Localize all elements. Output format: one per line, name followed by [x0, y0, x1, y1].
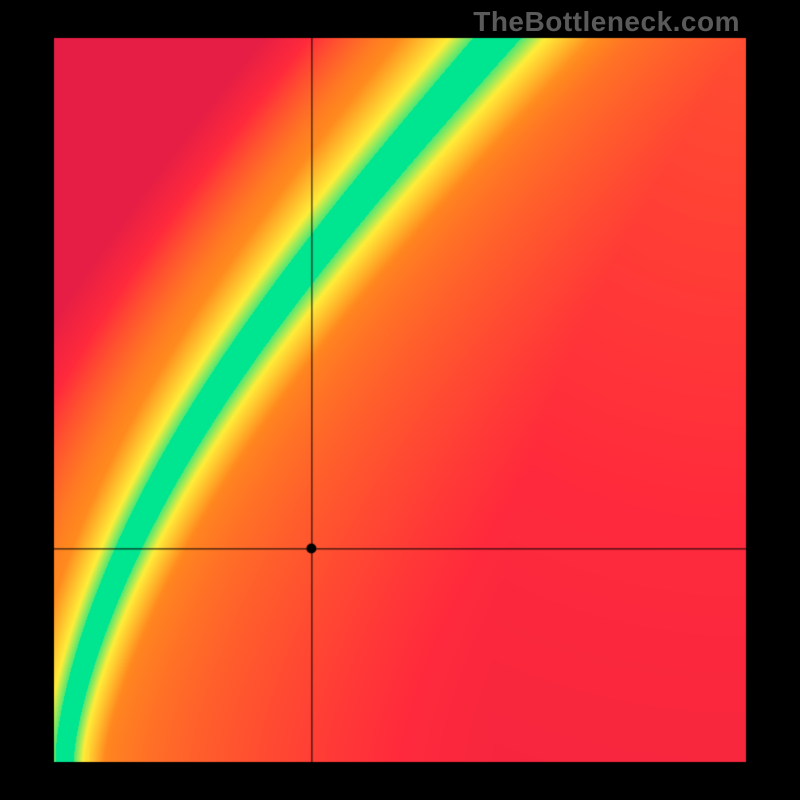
chart-container: TheBottleneck.com [0, 0, 800, 800]
watermark-text: TheBottleneck.com [473, 6, 740, 38]
heatmap-canvas [0, 0, 800, 800]
